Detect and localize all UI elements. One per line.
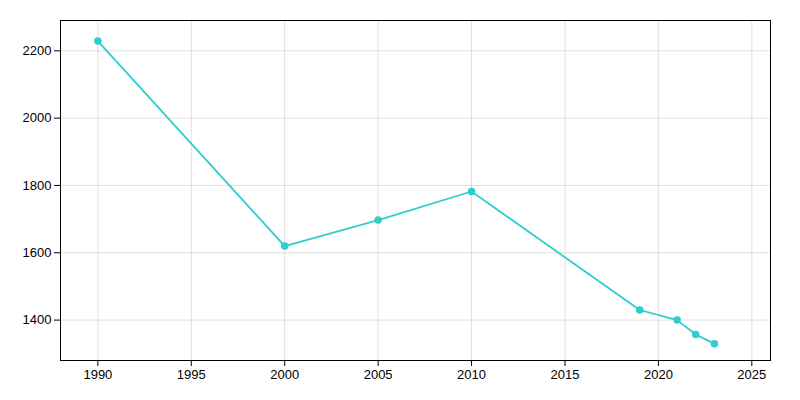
svg-text:1600: 1600 bbox=[23, 245, 52, 260]
svg-text:1800: 1800 bbox=[23, 178, 52, 193]
svg-text:1995: 1995 bbox=[177, 367, 206, 382]
svg-text:2020: 2020 bbox=[644, 367, 673, 382]
svg-text:1990: 1990 bbox=[83, 367, 112, 382]
svg-text:1400: 1400 bbox=[23, 312, 52, 327]
svg-text:2000: 2000 bbox=[270, 367, 299, 382]
svg-text:2000: 2000 bbox=[23, 110, 52, 125]
svg-text:2010: 2010 bbox=[457, 367, 486, 382]
svg-text:2005: 2005 bbox=[364, 367, 393, 382]
svg-text:2015: 2015 bbox=[551, 367, 580, 382]
svg-text:2200: 2200 bbox=[23, 43, 52, 58]
svg-text:2025: 2025 bbox=[737, 367, 766, 382]
